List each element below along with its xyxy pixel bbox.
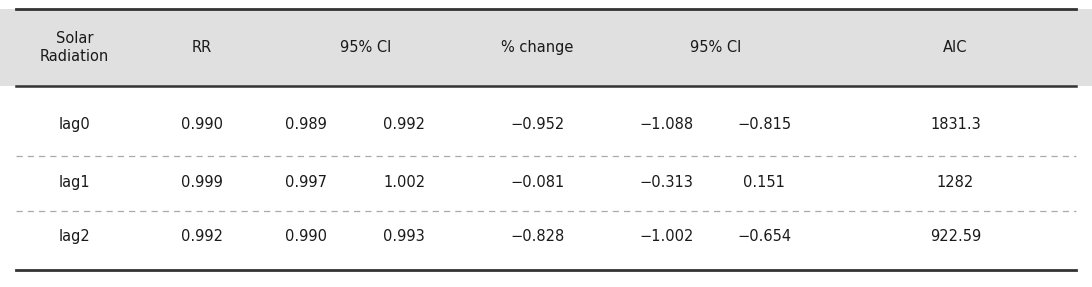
Text: 0.151: 0.151 [744, 175, 785, 190]
Text: lag0: lag0 [58, 117, 91, 132]
Text: −0.081: −0.081 [510, 175, 565, 190]
Text: 0.992: 0.992 [181, 229, 223, 244]
Text: lag2: lag2 [58, 229, 91, 244]
Text: −0.952: −0.952 [510, 117, 565, 132]
Text: 0.999: 0.999 [181, 175, 223, 190]
Text: −0.654: −0.654 [737, 229, 792, 244]
Text: 0.990: 0.990 [285, 229, 327, 244]
Text: 1282: 1282 [937, 175, 974, 190]
Text: 0.990: 0.990 [181, 117, 223, 132]
Text: % change: % change [501, 40, 573, 55]
Text: 1.002: 1.002 [383, 175, 425, 190]
Text: −0.828: −0.828 [510, 229, 565, 244]
Text: 0.992: 0.992 [383, 117, 425, 132]
Text: 95% CI: 95% CI [689, 40, 741, 55]
Text: −0.313: −0.313 [639, 175, 693, 190]
Text: 0.989: 0.989 [285, 117, 327, 132]
Text: AIC: AIC [943, 40, 968, 55]
Text: RR: RR [192, 40, 212, 55]
Text: −0.815: −0.815 [737, 117, 792, 132]
Text: 0.997: 0.997 [285, 175, 327, 190]
Text: 1831.3: 1831.3 [930, 117, 981, 132]
Text: 95% CI: 95% CI [340, 40, 392, 55]
Text: lag1: lag1 [59, 175, 90, 190]
Text: 0.993: 0.993 [383, 229, 425, 244]
Text: −1.002: −1.002 [639, 229, 693, 244]
Text: 922.59: 922.59 [930, 229, 981, 244]
Text: −1.088: −1.088 [639, 117, 693, 132]
Bar [0, 9, 1092, 86]
Text: Solar
Radiation: Solar Radiation [39, 31, 109, 63]
